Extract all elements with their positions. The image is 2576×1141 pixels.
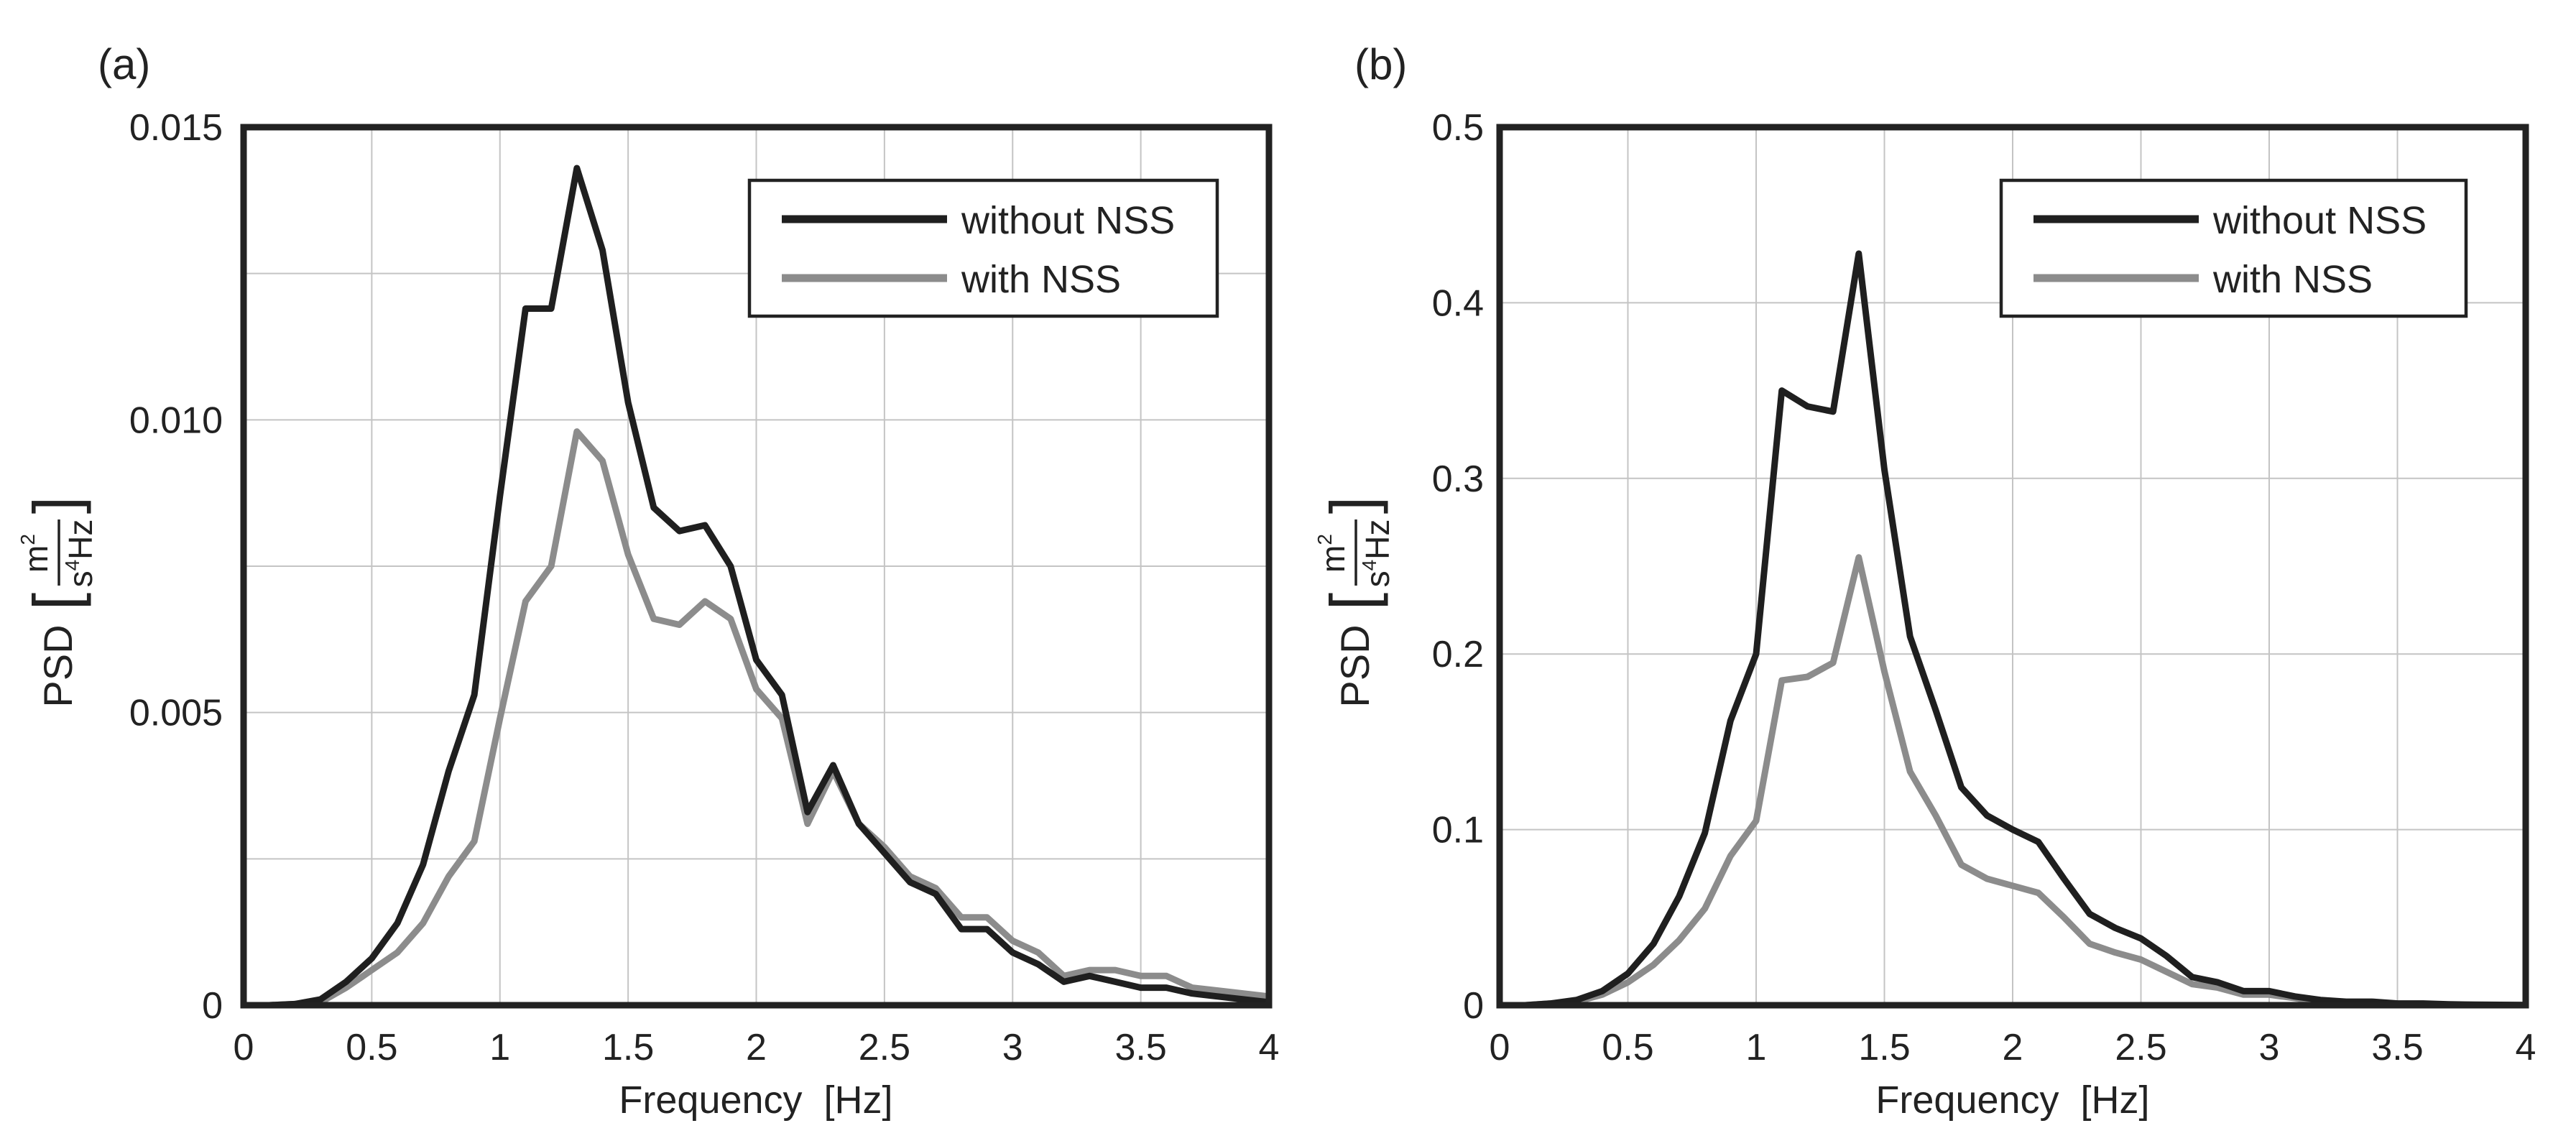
x-tick-label: 1.5: [1858, 1027, 1910, 1068]
legend: without NSS with NSS: [747, 178, 1219, 318]
y-axis-bracket-right: ]: [1317, 496, 1388, 514]
y-axis-unit-numerator: m2: [1314, 534, 1352, 573]
series-without-nss: [240, 165, 1273, 1009]
y-axis-unit-numerator: m2: [17, 534, 55, 573]
x-tick-label: 0: [1490, 1027, 1510, 1068]
x-axis-label: Frequency [Hz]: [1875, 1078, 2149, 1122]
x-tick-labels: 0 0.5 1 1.5 2 2.5 3 3.5 4: [1490, 1027, 2536, 1068]
y-tick-labels: 0 0.005 0.010 0.015: [129, 107, 223, 1027]
y-axis-label-prefix: PSD: [35, 624, 80, 707]
chart-panel-a: (a) 0 0.5 1 1.5 2 2.5 3 3.5 4 0 0.005 0.010 0.015 F…: [17, 40, 1279, 1122]
x-tick-label: 0: [234, 1027, 254, 1068]
x-tick-label: 2.5: [2115, 1027, 2166, 1068]
x-tick-labels: 0 0.5 1 1.5 2 2.5 3 3.5 4: [234, 1027, 1280, 1068]
panel-label: (b): [1354, 40, 1407, 88]
y-axis-label-prefix: PSD: [1332, 624, 1377, 707]
x-tick-label: 3.5: [1114, 1027, 1166, 1068]
legend-box: [1999, 178, 2468, 318]
x-tick-label: 3.5: [2371, 1027, 2423, 1068]
chart-panel-b: (b) 0 0.5 1 1.5 2 2.5 3 3.5 4 0 0.1 0.2 0.3 0.4 0.5 F…: [1314, 40, 2536, 1122]
legend-label-without-nss: without NSS: [961, 199, 1175, 242]
legend-label-with-nss: with NSS: [961, 258, 1121, 301]
x-tick-label: 3: [2259, 1027, 2280, 1068]
x-tick-label: 2: [2003, 1027, 2023, 1068]
plot-frame: [1496, 124, 2529, 1009]
x-tick-label: 1: [1746, 1027, 1767, 1068]
series-lines: [240, 165, 1273, 1009]
legend-box: [747, 178, 1219, 318]
x-axis-label: Frequency [Hz]: [619, 1078, 892, 1122]
y-tick-label: 0.5: [1432, 107, 1484, 149]
y-tick-label: 0.3: [1432, 458, 1484, 500]
y-tick-label: 0.1: [1432, 810, 1484, 851]
y-tick-label: 0: [202, 985, 223, 1027]
y-tick-label: 0.010: [129, 399, 223, 441]
y-tick-label: 0.2: [1432, 634, 1484, 675]
y-tick-labels: 0 0.1 0.2 0.3 0.4 0.5: [1432, 107, 1484, 1027]
x-tick-label: 0.5: [1602, 1027, 1653, 1068]
y-tick-label: 0.4: [1432, 282, 1484, 324]
grid: [244, 127, 1269, 1005]
y-tick-label: 0.015: [129, 107, 223, 149]
y-axis-label: PSD [ m2 s4Hz ]: [17, 496, 99, 708]
panel-label: (a): [98, 40, 150, 88]
y-axis-unit-denominator: s4Hz: [1358, 519, 1396, 588]
y-axis-bracket-left: [: [20, 593, 91, 610]
x-tick-label: 3: [1002, 1027, 1023, 1068]
plot-frame: [240, 124, 1273, 1009]
y-tick-label: 0: [1463, 985, 1484, 1027]
x-tick-label: 1: [489, 1027, 510, 1068]
y-axis-bracket-right: ]: [20, 496, 91, 514]
x-tick-label: 1.5: [602, 1027, 654, 1068]
x-tick-label: 4: [1259, 1027, 1280, 1068]
legend: without NSS with NSS: [1999, 178, 2468, 318]
y-axis-label: PSD [ m2 s4Hz ]: [1314, 496, 1396, 708]
y-axis-bracket-left: [: [1317, 593, 1388, 610]
legend-label-without-nss: without NSS: [2212, 199, 2427, 242]
x-tick-label: 4: [2516, 1027, 2536, 1068]
x-tick-label: 2.5: [859, 1027, 910, 1068]
series-without-nss: [1496, 250, 2529, 1009]
x-tick-label: 0.5: [346, 1027, 397, 1068]
y-axis-unit-denominator: s4Hz: [61, 519, 99, 588]
series-with-nss: [240, 428, 1273, 1009]
y-tick-label: 0.005: [129, 693, 223, 734]
x-tick-label: 2: [746, 1027, 767, 1068]
legend-label-with-nss: with NSS: [2212, 258, 2373, 301]
